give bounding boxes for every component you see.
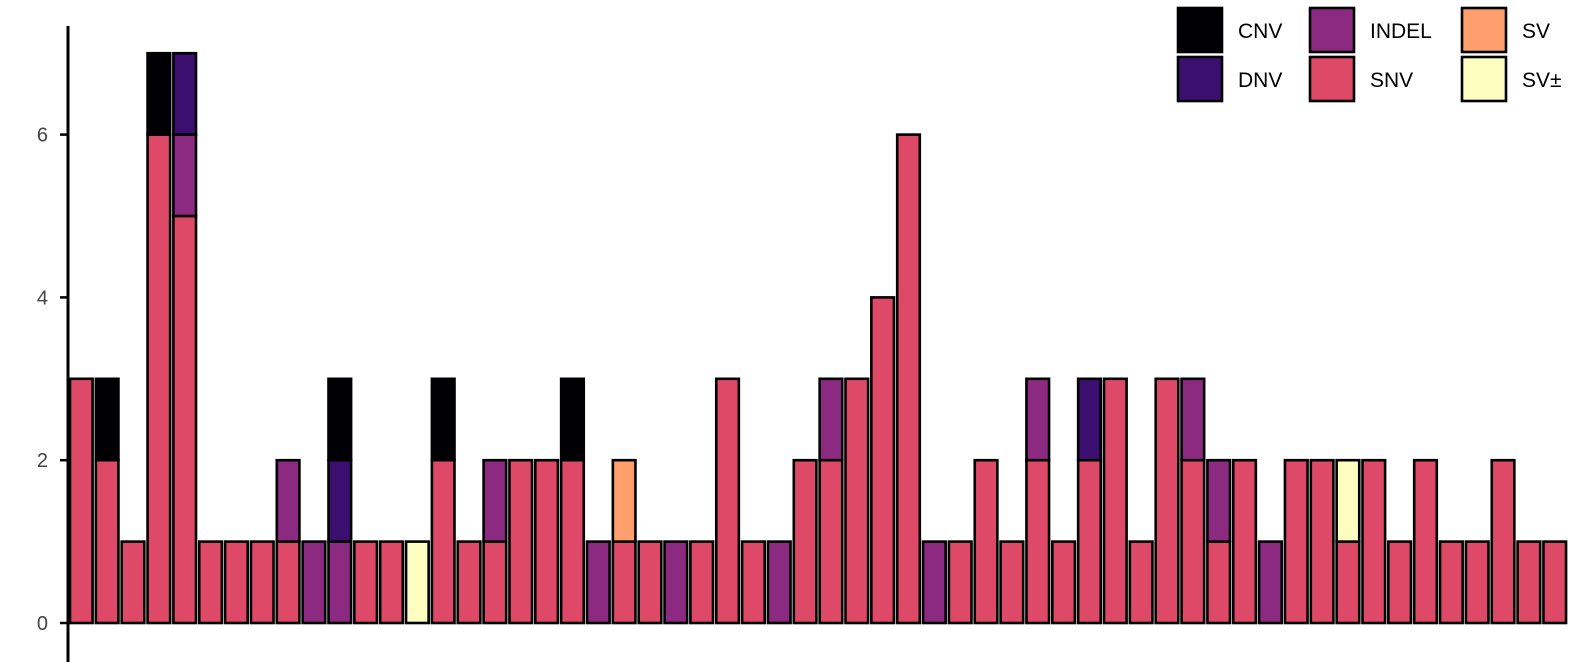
bar-segment-45-snv <box>1206 540 1232 625</box>
bar-segment-26-snv <box>714 377 741 625</box>
bar-segment-34-indel <box>921 540 947 625</box>
bar-segment-27-snv <box>740 540 766 625</box>
bar-segment-5-snv <box>172 214 198 625</box>
legend-label-sv: SV <box>1522 20 1550 43</box>
legend-swatch-dnv <box>1176 55 1224 103</box>
bar-segment-30-snv <box>818 458 844 625</box>
bar-segment-50-sv± <box>1335 458 1361 543</box>
bar-segment-2-snv <box>94 458 120 625</box>
bar-segment-4-snv <box>146 133 172 625</box>
bar-segment-53-snv <box>1412 458 1439 625</box>
bar-segment-51-snv <box>1361 458 1387 625</box>
bar-segment-7-snv <box>223 540 250 625</box>
bar-segment-22-snv <box>611 540 637 625</box>
bar-segment-56-snv <box>1490 458 1516 625</box>
bar-segment-21-indel <box>585 540 611 625</box>
bar-segment-11-cnv <box>327 377 353 462</box>
bar-segment-30-indel <box>818 377 844 462</box>
y-tick-label-2: 2 <box>37 450 48 472</box>
bar-segment-43-snv <box>1154 377 1180 625</box>
bar-segment-9-snv <box>275 540 301 625</box>
bar-segment-13-snv <box>378 540 405 625</box>
bar-segment-38-indel <box>1025 377 1051 462</box>
bar-segment-45-indel <box>1206 458 1232 543</box>
y-axis-ticks: 0 2 4 6 <box>37 125 68 635</box>
bar-segment-33-snv <box>895 133 922 625</box>
bar-segment-24-indel <box>663 540 689 625</box>
bar-segment-55-snv <box>1464 540 1490 625</box>
bar-segment-31-snv <box>844 377 870 625</box>
bar-segment-20-cnv <box>559 377 586 462</box>
bar-segment-12-snv <box>353 540 379 625</box>
bar-segment-16-snv <box>456 540 482 625</box>
bar-segment-46-snv <box>1231 458 1258 625</box>
bar-segment-44-snv <box>1180 458 1206 625</box>
legend-swatch-sv <box>1460 6 1508 54</box>
y-tick-label-6: 6 <box>37 125 48 147</box>
bar-segment-47-indel <box>1257 540 1283 625</box>
bar-segment-48-snv <box>1283 458 1309 625</box>
bar-segment-32-snv <box>870 296 896 625</box>
bar-segment-22-sv <box>611 458 637 543</box>
legend-swatch-sv± <box>1460 55 1508 103</box>
legend-label-cnv: CNV <box>1238 20 1282 43</box>
bar-segment-54-snv <box>1438 540 1464 625</box>
bar-segment-23-snv <box>637 540 663 625</box>
bar-segment-15-snv <box>430 458 456 625</box>
bar-segment-57-snv <box>1516 540 1542 625</box>
legend-label-snv: SNV <box>1370 69 1413 92</box>
bar-segment-2-cnv <box>94 377 120 462</box>
bar-segment-20-snv <box>559 458 586 625</box>
bar-segment-50-snv <box>1335 540 1361 625</box>
bar-segment-19-snv <box>533 458 560 625</box>
bar-segment-3-snv <box>120 540 146 625</box>
y-tick-label-0: 0 <box>37 613 48 635</box>
bar-segment-52-snv <box>1387 540 1413 625</box>
legend-label-sv±: SV± <box>1522 69 1562 92</box>
bar-segment-10-indel <box>301 540 327 625</box>
bar-segment-11-dnv <box>327 458 353 543</box>
bar-segment-15-cnv <box>430 377 456 462</box>
legend: CNV DNV INDEL SNV SV SV± <box>1176 6 1562 103</box>
bar-segment-40-snv <box>1076 458 1103 625</box>
bar-segment-25-snv <box>689 540 715 625</box>
legend-swatch-snv <box>1308 55 1356 103</box>
bar-segment-18-snv <box>508 458 534 625</box>
bar-segment-38-snv <box>1025 458 1051 625</box>
bar-segment-4-cnv <box>146 51 172 136</box>
bar-segment-35-snv <box>947 540 973 625</box>
bar-segment-44-indel <box>1180 377 1206 462</box>
legend-label-indel: INDEL <box>1370 20 1432 43</box>
legend-label-dnv: DNV <box>1238 69 1282 92</box>
legend-swatch-indel <box>1308 6 1356 54</box>
bar-segment-49-snv <box>1309 458 1335 625</box>
bar-segment-37-snv <box>999 540 1025 625</box>
bar-segment-11-indel <box>327 540 353 625</box>
bar-segment-42-snv <box>1128 540 1154 625</box>
legend-swatch-cnv <box>1176 6 1224 54</box>
bar-segment-17-snv <box>482 540 508 625</box>
bar-segment-40-dnv <box>1076 377 1103 462</box>
bar-segment-5-indel <box>172 133 198 218</box>
bars-layer <box>68 51 1568 625</box>
y-tick-label-4: 4 <box>37 287 48 309</box>
bar-segment-39-snv <box>1051 540 1077 625</box>
bar-segment-41-snv <box>1102 377 1128 625</box>
bar-segment-6-snv <box>197 540 224 625</box>
bar-segment-8-snv <box>249 540 275 625</box>
bar-segment-28-indel <box>766 540 792 625</box>
bar-segment-1-snv <box>68 377 94 625</box>
bar-segment-58-snv <box>1542 540 1568 625</box>
bar-segment-9-indel <box>275 458 301 543</box>
bar-segment-14-sv± <box>404 540 430 625</box>
bar-segment-17-indel <box>482 458 508 543</box>
bar-segment-36-snv <box>973 458 999 625</box>
bar-segment-29-snv <box>792 458 818 625</box>
bar-segment-5-dnv <box>172 51 198 136</box>
